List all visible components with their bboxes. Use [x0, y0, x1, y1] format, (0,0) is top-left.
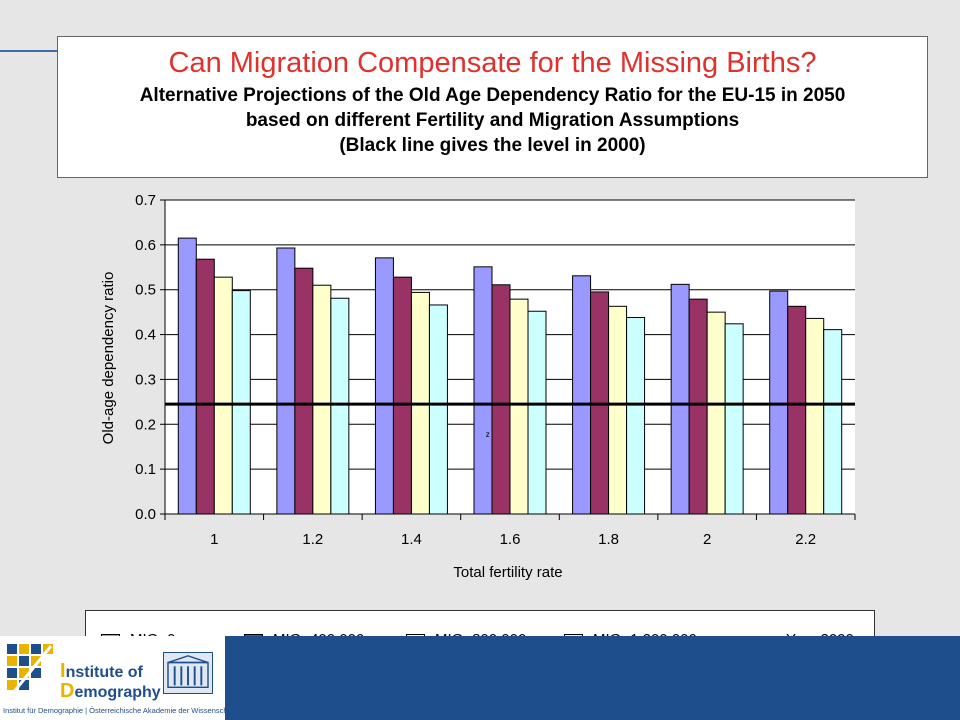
- header-accent-line: [0, 50, 58, 52]
- y-tick-label: 0.2: [135, 416, 156, 433]
- x-tick-label: 1.4: [401, 531, 422, 548]
- bar-4-0: [572, 275, 592, 515]
- y-tick-label: 0.0: [135, 506, 156, 523]
- x-tick-label: 2: [703, 531, 711, 548]
- bar-3-2: [509, 298, 529, 515]
- subtitle-line-3: (Black line gives the level in 2000): [339, 135, 646, 156]
- bar-2-3: [428, 304, 448, 515]
- institute-mosaic-logo-icon: [5, 640, 63, 702]
- logo-initial-d: D: [60, 680, 75, 702]
- x-tick-label: 1.6: [500, 531, 521, 548]
- bar-5-2: [706, 311, 726, 515]
- bar-1-1: [294, 267, 314, 515]
- logo-line-2: emography: [74, 684, 161, 701]
- bar-4-2: [608, 305, 628, 515]
- bar-1-0: [276, 247, 296, 515]
- bar-3-1: [491, 284, 511, 515]
- subtitle-line-2: based on different Fertility and Migrati…: [245, 110, 740, 131]
- bar-1-3: [330, 297, 350, 515]
- title-box: Can Migration Compensate for the Missing…: [57, 36, 928, 178]
- y-tick-label: 0.3: [135, 371, 156, 388]
- bar-6-0: [769, 290, 789, 515]
- bar-5-0: [670, 283, 690, 515]
- subtitle-line-1: Alternative Projections of the Old Age D…: [139, 85, 846, 106]
- bar-2-1: [392, 276, 412, 515]
- bar-0-1: [195, 258, 215, 515]
- academy-building-icon: [163, 652, 213, 694]
- bar-6-2: [805, 317, 825, 515]
- y-axis-label: Old-age dependency ratio: [100, 272, 117, 445]
- bar-6-3: [823, 329, 843, 515]
- bar-3-0: [473, 266, 493, 515]
- x-axis-label: Total fertility rate: [453, 564, 562, 581]
- bar-chart: 0.0 0.1 0.2 0.3 0.4 0.5 0.6 0.7 1 1.2 1.4 1.6 1.8 2 2.…: [100, 192, 856, 581]
- plot-area: 0.0 0.1 0.2 0.3 0.4 0.5 0.6 0.7 1 1.2 1.4 1.6 1.8 2 2.…: [135, 192, 856, 548]
- x-tick-label: 1: [210, 531, 218, 548]
- bar-0-2: [213, 276, 233, 515]
- bar-1-2: [312, 284, 332, 515]
- bar-6-1: [787, 305, 807, 515]
- y-tick-label: 0.7: [135, 192, 156, 209]
- institute-name: Institute of Demography: [60, 660, 161, 702]
- y-tick-label: 0.5: [135, 282, 156, 299]
- bar-0-0: [177, 237, 197, 515]
- x-tick-label: 1.8: [598, 531, 619, 548]
- x-tick-label: 2.2: [795, 531, 816, 548]
- bar-2-0: [374, 257, 394, 515]
- footer-institute-text: Institut für Demographie | Österreichisc…: [3, 706, 245, 715]
- chart-annotation: z: [486, 430, 490, 439]
- logo-initial-i: I: [60, 660, 66, 682]
- bar-4-3: [626, 317, 646, 515]
- slide-title: Can Migration Compensate for the Missing…: [168, 47, 817, 79]
- logo-line-1: nstitute of: [65, 664, 143, 681]
- bar-3-3: [527, 310, 547, 515]
- y-tick-label: 0.4: [135, 327, 156, 344]
- slide-subtitle: Alternative Projections of the Old Age D…: [58, 83, 927, 158]
- x-tick-label: 1.2: [302, 531, 323, 548]
- y-tick-label: 0.1: [135, 461, 156, 478]
- bar-5-3: [724, 323, 744, 515]
- bar-0-3: [231, 290, 251, 515]
- y-tick-label: 0.6: [135, 237, 156, 254]
- bar-5-1: [688, 298, 708, 515]
